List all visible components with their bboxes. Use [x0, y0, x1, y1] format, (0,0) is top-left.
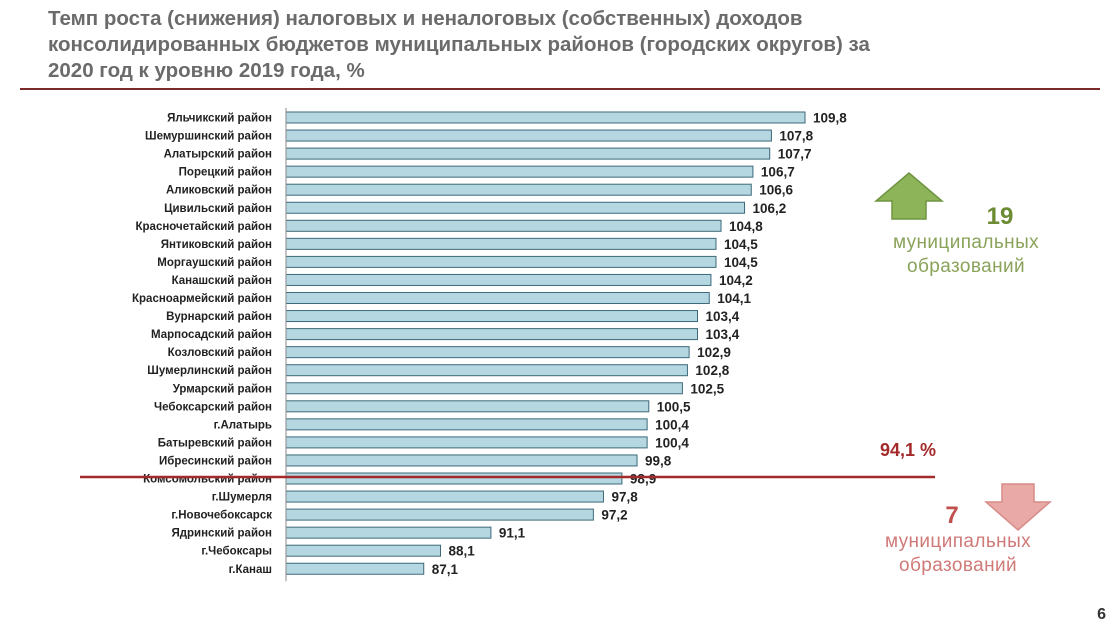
value-label: 104,5 — [724, 237, 758, 252]
value-label: 106,7 — [761, 165, 795, 180]
category-label: г.Новочебоксарск — [171, 510, 272, 522]
value-label: 104,8 — [729, 219, 763, 234]
growth-annotation: 19 муниципальных образований — [866, 203, 1066, 279]
category-label: г.Шумерля — [212, 492, 272, 504]
value-label: 106,2 — [753, 201, 787, 216]
bar — [285, 364, 688, 377]
bar — [285, 490, 604, 503]
bar — [285, 147, 771, 160]
bar — [285, 418, 648, 431]
bar — [285, 255, 717, 268]
category-label: г.Чебоксары — [201, 546, 272, 558]
bar — [285, 183, 752, 196]
category-label: Ибресинский район — [159, 455, 272, 467]
category-label: Аликовский район — [166, 185, 272, 197]
category-label: Красноармейский район — [132, 293, 272, 305]
page-number: 6 — [1097, 606, 1106, 623]
value-label: 97,8 — [611, 490, 638, 505]
category-label: Комсомольский район — [143, 474, 272, 486]
value-label: 109,8 — [813, 111, 847, 126]
bar — [285, 129, 772, 142]
value-label: 107,8 — [779, 129, 813, 144]
category-label: Ядринский район — [171, 528, 272, 540]
bar — [285, 273, 712, 286]
bars-layer: Яльчикский район 109,8 Шемуршинский район 1… — [132, 111, 847, 577]
bar — [285, 219, 722, 232]
bar — [285, 111, 806, 124]
category-label: Козловский район — [168, 347, 272, 359]
bar — [285, 562, 425, 575]
category-label: г.Канаш — [229, 564, 272, 576]
category-label: Чебоксарский район — [154, 401, 272, 413]
value-label: 107,7 — [778, 147, 812, 162]
title-line-3: 2020 год к уровню 2019 года, % — [48, 59, 365, 82]
value-label: 103,4 — [706, 327, 740, 342]
title-line-2: консолидированных бюджетов муниципальных… — [48, 33, 870, 56]
value-label: 87,1 — [432, 562, 459, 577]
growth-caption-line-2: образований — [906, 256, 1025, 277]
category-label: Канашский район — [172, 275, 272, 287]
category-label: Цивильский район — [164, 203, 272, 215]
bar — [285, 310, 699, 323]
value-label: 106,6 — [759, 183, 793, 198]
category-label: Шемуршинский район — [145, 131, 272, 143]
decline-caption-line-1: муниципальных — [884, 531, 1032, 552]
bar — [285, 454, 638, 467]
bar — [285, 526, 492, 539]
reference-line-label: 94,1 % — [880, 440, 936, 460]
category-label: Моргаушский район — [157, 257, 272, 269]
category-label: Яльчикский район — [167, 113, 272, 125]
bar — [285, 472, 623, 485]
bar — [285, 201, 746, 214]
bar — [285, 400, 650, 413]
category-label: Урмарский район — [173, 383, 272, 395]
bar — [285, 508, 594, 521]
value-label: 91,1 — [499, 526, 526, 541]
value-label: 100,4 — [655, 417, 689, 432]
title-line-1: Темп роста (снижения) налоговых и ненало… — [48, 7, 803, 30]
title-divider — [20, 88, 1100, 90]
category-label: Шумерлинский район — [147, 365, 272, 377]
growth-caption-line-1: муниципальных — [892, 232, 1040, 253]
bar — [285, 237, 717, 250]
bar — [285, 382, 683, 395]
category-label: Марпосадский район — [151, 329, 272, 341]
bar — [285, 346, 690, 359]
value-label: 102,8 — [695, 363, 729, 378]
value-label: 100,5 — [657, 399, 691, 414]
value-label: 100,4 — [655, 435, 689, 450]
category-label: Янтиковский район — [161, 239, 272, 251]
value-label: 102,9 — [697, 345, 731, 360]
bar — [285, 436, 648, 449]
value-label: 103,4 — [706, 309, 740, 324]
value-label: 97,2 — [601, 508, 627, 523]
value-label: 104,5 — [724, 255, 758, 270]
category-label: Красночетайский район — [136, 221, 273, 233]
value-label: 99,8 — [645, 453, 672, 468]
value-label: 104,1 — [717, 291, 751, 306]
value-label: 104,2 — [719, 273, 753, 288]
value-label: 98,9 — [630, 472, 656, 487]
category-label: Порецкий район — [179, 167, 272, 179]
decline-annotation: 7 муниципальных образований — [858, 502, 1058, 578]
bar — [285, 328, 699, 341]
category-label: Алатырский район — [164, 149, 272, 161]
value-label: 102,5 — [690, 381, 724, 396]
down-arrow-icon — [984, 483, 1052, 531]
category-label: Вурнарский район — [166, 311, 272, 323]
growth-count: 19 — [986, 203, 1014, 230]
bar — [285, 292, 710, 304]
up-arrow-icon — [873, 172, 945, 220]
category-label: Батыревский район — [158, 437, 272, 449]
category-label: г.Алатырь — [214, 419, 272, 431]
value-label: 88,1 — [449, 544, 476, 559]
bar — [285, 165, 754, 178]
decline-caption-line-2: образований — [898, 555, 1017, 576]
slide-title: Темп роста (снижения) налоговых и ненало… — [48, 6, 1048, 84]
decline-count: 7 — [945, 502, 959, 529]
bar — [285, 544, 442, 557]
